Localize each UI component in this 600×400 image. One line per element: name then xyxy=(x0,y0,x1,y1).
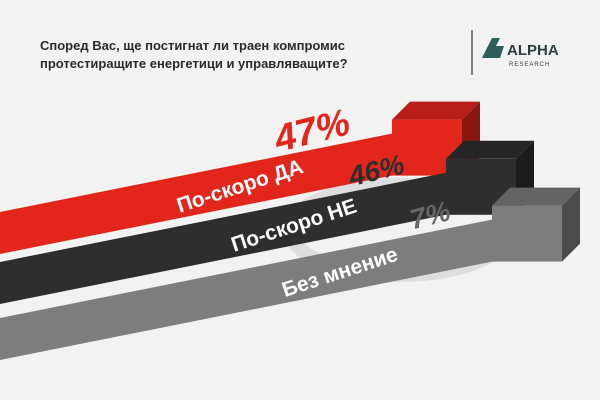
logo-subtitle: RESEARCH xyxy=(509,62,550,68)
bar-cube-side xyxy=(562,187,580,262)
bar-cube-front xyxy=(492,205,562,262)
bars: 47%По-скоро ДА 46%По-скоро НЕ 7%Без мнение xyxy=(0,102,580,360)
bar xyxy=(0,219,492,360)
title-line: Според Вас, ще постигнат ли траен компро… xyxy=(40,38,345,53)
logo-name: ALPHA xyxy=(507,42,559,59)
logo-icon xyxy=(482,38,504,58)
bar-cube-top xyxy=(446,140,534,159)
bar-cube-top xyxy=(392,101,480,120)
bar xyxy=(0,133,392,254)
bar xyxy=(0,172,446,304)
title-line: протестиращите енергетици и управляващит… xyxy=(40,56,348,71)
bar-cube-top xyxy=(492,187,580,206)
